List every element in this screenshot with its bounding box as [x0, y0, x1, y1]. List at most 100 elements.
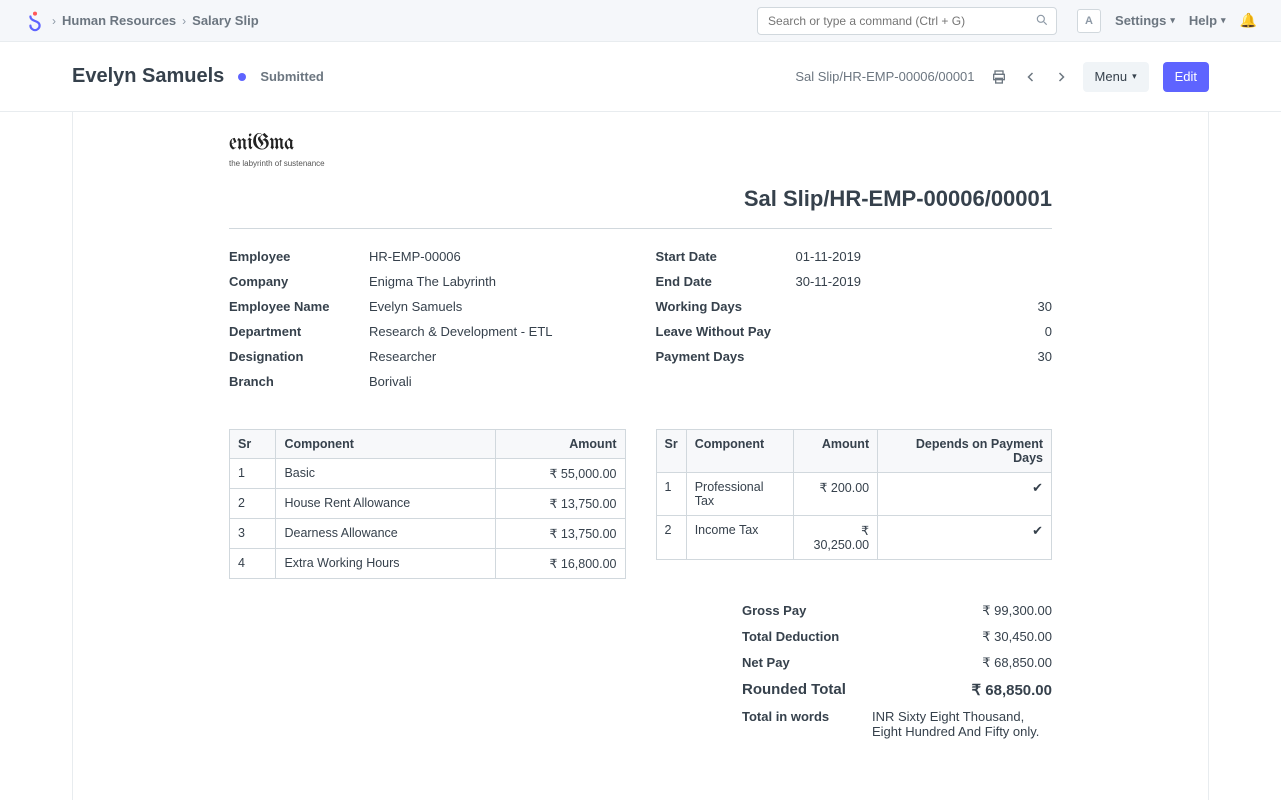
detail-label: Working Days [656, 299, 796, 314]
detail-label: End Date [656, 274, 796, 289]
chevron-down-icon: ▾ [1132, 71, 1137, 82]
cell-sr: 2 [656, 516, 686, 560]
detail-row: End Date30-11-2019 [656, 274, 1053, 289]
check-icon: ✔ [1032, 523, 1043, 538]
detail-row: Leave Without Pay0 [656, 324, 1053, 339]
table-header: Depends on Payment Days [878, 430, 1052, 473]
cell-amount: ₹ 13,750.00 [496, 489, 625, 519]
search-input[interactable] [757, 7, 1057, 35]
total-row: Gross Pay₹ 99,300.00 [742, 603, 1052, 619]
detail-row: CompanyEnigma The Labyrinth [229, 274, 626, 289]
detail-value: 30 [796, 299, 1053, 314]
deductions-table: SrComponentAmountDepends on Payment Days… [656, 429, 1053, 560]
total-value: ₹ 68,850.00 [972, 681, 1052, 699]
total-label: Net Pay [742, 655, 982, 671]
table-header: Component [276, 430, 496, 459]
detail-value: Borivali [369, 374, 626, 389]
company-logo-text: eniGma [229, 132, 1052, 155]
menu-button-label: Menu [1095, 69, 1128, 84]
detail-row: Payment Days30 [656, 349, 1053, 364]
total-label: Rounded Total [742, 681, 972, 699]
total-value: ₹ 68,850.00 [982, 655, 1052, 671]
detail-label: Employee [229, 249, 369, 264]
table-row: 1Professional Tax₹ 200.00✔ [656, 473, 1052, 516]
detail-value: 30-11-2019 [796, 274, 1053, 289]
table-header: Sr [230, 430, 276, 459]
total-row: Net Pay₹ 68,850.00 [742, 655, 1052, 671]
cell-depends: ✔ [878, 516, 1052, 560]
cell-sr: 1 [230, 459, 276, 489]
detail-row: Start Date01-11-2019 [656, 249, 1053, 264]
totals-section: Gross Pay₹ 99,300.00 Total Deduction₹ 30,… [229, 603, 1052, 739]
detail-value: 01-11-2019 [796, 249, 1053, 264]
chevron-down-icon: ▾ [1170, 15, 1175, 26]
cell-sr: 3 [230, 519, 276, 549]
cell-sr: 4 [230, 549, 276, 579]
divider [229, 228, 1052, 229]
detail-value: 0 [796, 324, 1053, 339]
print-frame: eniGma the labyrinth of sustenance Sal S… [72, 112, 1209, 800]
search-icon[interactable] [1035, 13, 1049, 30]
detail-row: Working Days30 [656, 299, 1053, 314]
bell-icon[interactable]: 🔔 [1240, 12, 1257, 29]
detail-label: Leave Without Pay [656, 324, 796, 339]
detail-row: EmployeeHR-EMP-00006 [229, 249, 626, 264]
total-in-words: Total in wordsINR Sixty Eight Thousand, … [742, 709, 1052, 739]
breadcrumb-human-resources[interactable]: Human Resources [62, 13, 176, 28]
total-row: Total Deduction₹ 30,450.00 [742, 629, 1052, 645]
settings-menu[interactable]: Settings ▾ [1115, 13, 1175, 28]
cell-amount: ₹ 13,750.00 [496, 519, 625, 549]
detail-label: Employee Name [229, 299, 369, 314]
workspace: eniGma the labyrinth of sustenance Sal S… [0, 112, 1281, 800]
app-logo-icon[interactable] [24, 10, 46, 32]
cell-component: Professional Tax [686, 473, 794, 516]
avatar[interactable]: A [1077, 9, 1101, 33]
page-header: Evelyn Samuels Submitted Sal Slip/HR-EMP… [0, 42, 1281, 112]
table-header: Amount [496, 430, 625, 459]
details-grid: EmployeeHR-EMP-00006 CompanyEnigma The La… [229, 249, 1052, 399]
nav-left: › Human Resources › Salary Slip [24, 10, 259, 32]
detail-label: Start Date [656, 249, 796, 264]
detail-row: DesignationResearcher [229, 349, 626, 364]
detail-value: HR-EMP-00006 [369, 249, 626, 264]
detail-label: Designation [229, 349, 369, 364]
chevron-right-icon: › [182, 14, 186, 28]
detail-value: Evelyn Samuels [369, 299, 626, 314]
component-tables: SrComponentAmount1Basic₹ 55,000.002House… [229, 429, 1052, 579]
table-row: 4Extra Working Hours₹ 16,800.00 [230, 549, 626, 579]
total-value: INR Sixty Eight Thousand, Eight Hundred … [872, 709, 1052, 739]
breadcrumb-salary-slip[interactable]: Salary Slip [192, 13, 258, 28]
print-icon[interactable] [989, 69, 1009, 85]
top-navbar: › Human Resources › Salary Slip A Settin… [0, 0, 1281, 42]
help-label: Help [1189, 13, 1217, 28]
menu-button[interactable]: Menu ▾ [1083, 62, 1149, 92]
cell-component: House Rent Allowance [276, 489, 496, 519]
next-icon[interactable] [1053, 71, 1069, 83]
help-menu[interactable]: Help ▾ [1189, 13, 1226, 28]
total-value: ₹ 30,450.00 [982, 629, 1052, 645]
cell-component: Extra Working Hours [276, 549, 496, 579]
cell-component: Dearness Allowance [276, 519, 496, 549]
status-label: Submitted [260, 69, 324, 84]
table-row: 2Income Tax₹ 30,250.00✔ [656, 516, 1052, 560]
table-row: 3Dearness Allowance₹ 13,750.00 [230, 519, 626, 549]
cell-amount: ₹ 55,000.00 [496, 459, 625, 489]
total-label: Gross Pay [742, 603, 982, 619]
chevron-down-icon: ▾ [1221, 15, 1226, 26]
total-value: ₹ 99,300.00 [982, 603, 1052, 619]
edit-button[interactable]: Edit [1163, 62, 1209, 92]
nav-search [757, 7, 1057, 35]
detail-row: BranchBorivali [229, 374, 626, 389]
company-tagline: the labyrinth of sustenance [229, 159, 1052, 168]
table-row: 1Basic₹ 55,000.00 [230, 459, 626, 489]
nav-right: A Settings ▾ Help ▾ 🔔 [1077, 9, 1257, 33]
settings-label: Settings [1115, 13, 1166, 28]
table-header: Sr [656, 430, 686, 473]
detail-label: Company [229, 274, 369, 289]
detail-label: Branch [229, 374, 369, 389]
prev-icon[interactable] [1023, 71, 1039, 83]
page-title: Evelyn Samuels [72, 65, 224, 88]
totals-col: Gross Pay₹ 99,300.00 Total Deduction₹ 30,… [742, 603, 1052, 739]
cell-component: Basic [276, 459, 496, 489]
detail-label: Department [229, 324, 369, 339]
